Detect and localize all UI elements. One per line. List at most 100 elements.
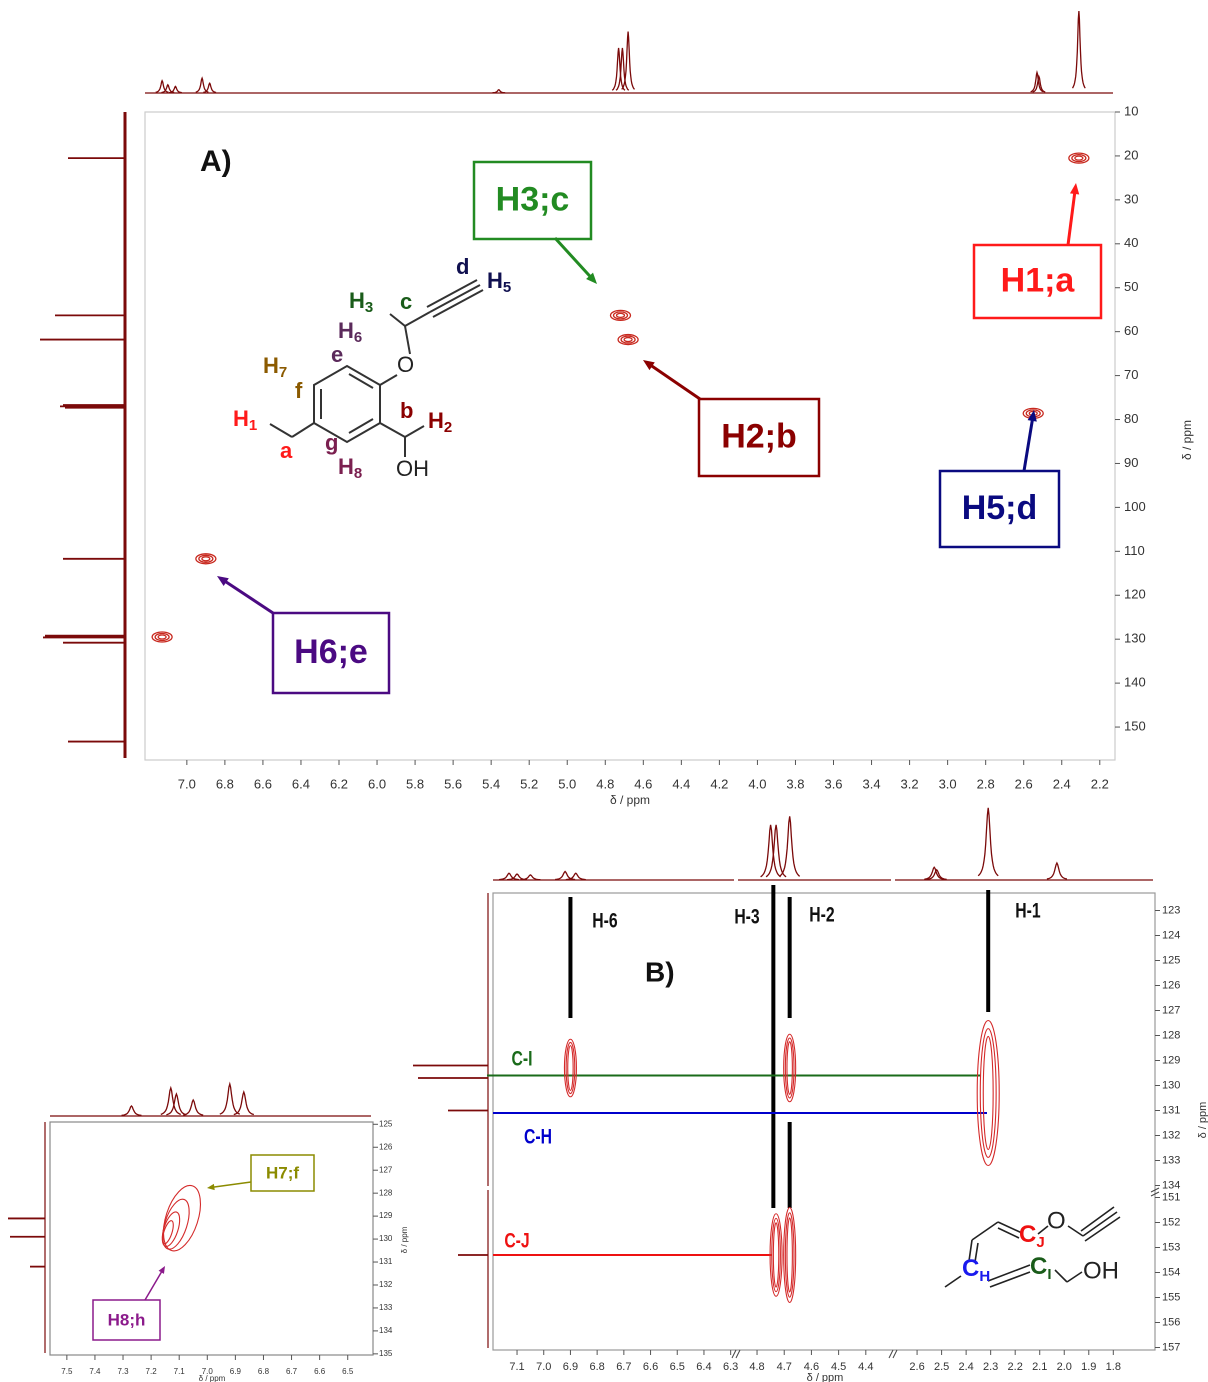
arrow-head (1069, 183, 1080, 195)
y-tick-label: 110 (1124, 543, 1145, 558)
subscript: 7 (279, 364, 287, 381)
x-tick-label: 6.7 (286, 1367, 298, 1376)
contour (1071, 153, 1087, 163)
y-tick-label: 154 (1162, 1266, 1180, 1278)
y-tick-label: 126 (379, 1142, 393, 1151)
x-tick-label: 6.9 (230, 1367, 242, 1376)
atom: H (487, 268, 503, 293)
contour (786, 1041, 793, 1095)
x-tick-label: 4.6 (804, 1361, 819, 1373)
x-tick-label: 6.8 (258, 1367, 270, 1376)
atom: C (962, 1255, 979, 1282)
x-tick-label: 6.8 (589, 1361, 604, 1373)
subscript: 6 (354, 329, 362, 346)
atom-label: OH (396, 456, 429, 481)
contour (976, 1019, 1000, 1167)
panel-label: B) (645, 956, 675, 987)
x-tick-label: 2.6 (1015, 776, 1033, 791)
atom: C (1019, 1221, 1036, 1248)
y-tick-label: 134 (1162, 1179, 1180, 1191)
annotation-box (271, 611, 391, 695)
atom-label: H3 (349, 288, 373, 316)
atom: C (1030, 1253, 1047, 1280)
contour (784, 1212, 795, 1298)
y-tick-label: 130 (1124, 631, 1146, 646)
contour (979, 1028, 997, 1158)
y-tick-label: 133 (379, 1303, 393, 1312)
contour (615, 312, 626, 319)
panel: 7.0 6.8 6.6 6.4 6.2 6.0 5.8 5.6 5.4 5.2 5.0 4.8 4.6 4… (40, 10, 1194, 807)
structure-b (944, 1206, 1121, 1288)
y-tick-label: 123 (1162, 904, 1180, 916)
x-tick-label: 4.8 (596, 776, 614, 791)
atom-label: f (295, 378, 303, 403)
y-tick-label: 129 (1162, 1054, 1180, 1066)
annotation-box (92, 1299, 161, 1341)
contour (195, 553, 217, 565)
annotation-label: H2;b (721, 417, 797, 455)
annotation-box (697, 397, 821, 478)
x-tick-label: 2.3 (983, 1361, 998, 1373)
x-axis-title: δ / ppm (610, 793, 650, 807)
contour (783, 1033, 797, 1103)
y-tick-label: 70 (1124, 367, 1138, 382)
subscript: 8 (354, 465, 362, 482)
projection-peak (1030, 70, 1044, 93)
y-tick-label: 134 (379, 1326, 393, 1335)
bond (944, 1275, 962, 1288)
axis-break (731, 1349, 741, 1359)
subscript: 1 (249, 417, 257, 434)
x-tick-label: 2.4 (958, 1361, 973, 1373)
bond (1037, 1225, 1049, 1235)
arrow-head (217, 576, 229, 586)
bond (1067, 1225, 1084, 1237)
cross-peak (783, 1033, 797, 1103)
annotation-label: H6;e (294, 633, 368, 671)
bond (1066, 1271, 1083, 1283)
projection-peak (1032, 74, 1046, 93)
contour (567, 1045, 574, 1091)
y-tick-label: 157 (1162, 1341, 1180, 1353)
x-tick-label: 4.2 (710, 776, 728, 791)
panel: 7.1 7.0 6.9 6.8 6.7 6.6 6.5 6.4 6.3 4.8 4.7 4.6 4.5 4… (413, 807, 1208, 1382)
subscript: I (1047, 1266, 1051, 1283)
projection-peak (1071, 10, 1086, 89)
cross-peak (161, 1184, 202, 1252)
annotation-arrow (1066, 192, 1077, 246)
x-tick-label: 6.0 (368, 776, 386, 791)
projection-peak (615, 47, 630, 91)
contour (154, 632, 170, 642)
x-tick-label: 7.1 (509, 1361, 524, 1373)
projection-peak (121, 1104, 142, 1117)
y-tick-label: 153 (1162, 1241, 1180, 1253)
atom-label: CH (962, 1255, 990, 1285)
x-tick-label: 7.0 (178, 776, 196, 791)
y-tick-label: 125 (1162, 954, 1180, 966)
contour (198, 554, 214, 563)
x-tick-label: 3.0 (939, 776, 957, 791)
projection-peak (166, 1092, 187, 1116)
subscript: J (1036, 1234, 1044, 1251)
carbon-label: C-I (512, 1046, 533, 1070)
proton-label: H-2 (809, 902, 834, 926)
y-tick-label: 131 (379, 1257, 393, 1266)
axis-break (1150, 1187, 1160, 1197)
bond (429, 284, 481, 313)
y-tick-label: 30 (1124, 191, 1138, 206)
x-tick-label: 2.6 (909, 1361, 924, 1373)
y-tick-label: 40 (1124, 235, 1138, 250)
projection-peak (621, 31, 636, 90)
y-axis-title: δ / ppm (1180, 420, 1194, 460)
cross-peak (195, 553, 217, 565)
bond (432, 289, 484, 318)
y-tick-label: 20 (1124, 147, 1138, 162)
atom-label: O (1047, 1207, 1066, 1234)
bond (971, 1221, 999, 1241)
carbon-label: C-J (504, 1228, 529, 1252)
atom: H (428, 408, 444, 433)
x-tick-label: 4.4 (672, 776, 690, 791)
atom-label: g (325, 430, 338, 455)
contour (162, 1220, 174, 1245)
projection-peak (233, 1089, 255, 1116)
annotation-arrow (1022, 419, 1034, 472)
